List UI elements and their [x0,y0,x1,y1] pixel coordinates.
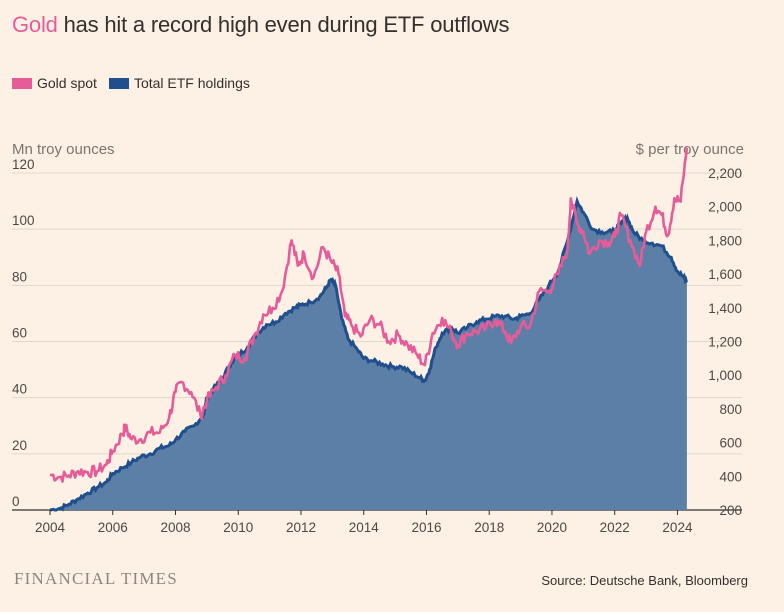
y-right-tick-label: 1,600 [708,267,742,282]
y-right-tick-label: 1,000 [708,368,742,383]
y-left-tick-label: 100 [12,213,35,228]
y-right-tick-label: 200 [719,503,742,518]
x-tick-label: 2010 [223,520,253,535]
y-right-tick-label: 1,800 [708,233,742,248]
y-right-tick-label: 800 [719,402,742,417]
legend-item-gold-spot: Gold spot [12,75,97,91]
x-tick-label: 2006 [98,520,128,535]
y-right-tick-label: 600 [719,436,742,451]
x-tick-label: 2018 [474,520,504,535]
legend-label-gold-spot: Gold spot [37,75,97,91]
legend: Gold spot Total ETF holdings [12,75,250,91]
etf-holdings-line [49,195,689,512]
y-right-axis-label: $ per troy ounce [635,141,744,158]
title-highlight: Gold [12,12,58,37]
legend-item-etf-holdings: Total ETF holdings [108,75,250,91]
source-note: Source: Deutsche Bank, Bloomberg [541,573,748,588]
x-tick-label: 2014 [349,520,380,535]
y-left-tick-label: 20 [12,438,27,453]
x-tick-label: 2016 [411,520,441,535]
x-tick-label: 2020 [537,520,567,535]
chart-canvas: 0 20 40 60 80 100 120 200 400 600 800 1,000 1,200 1,4… [12,147,742,535]
chart-title: Gold has hit a record high even during E… [12,12,509,38]
title-rest: has hit a record high even during ETF ou… [57,12,510,37]
y-left-axis-label: Mn troy ounces [12,141,115,158]
x-tick-label: 2022 [600,520,630,535]
y-left-tick-label: 60 [12,326,27,341]
x-tick-label: 2008 [160,520,190,535]
ft-logo: FINANCIAL TIMES [14,569,178,588]
y-left-tick-label: 40 [12,382,27,397]
y-right-tick-label: 2,200 [708,166,742,181]
etf-holdings-area [50,201,687,510]
y-left-tick-label: 80 [12,269,27,284]
x-tick-label: 2012 [286,520,316,535]
y-right-tick-label: 1,400 [708,301,742,316]
legend-label-etf-holdings: Total ETF holdings [133,75,250,91]
y-right-tick-label: 400 [719,469,742,484]
y-right-tick-label: 1,200 [708,335,742,350]
x-tick-label: 2004 [35,520,66,535]
y-left-tick-label: 120 [12,157,35,172]
gold-spot-line [49,147,689,483]
axis-ticks: 0 20 40 60 80 100 120 200 400 600 800 1,000 1,200 1,4… [12,157,742,535]
y-right-tick-label: 2,000 [708,200,742,215]
legend-swatch-gold-spot [12,77,32,89]
y-left-tick-label: 0 [12,494,20,509]
legend-swatch-etf-holdings [108,77,129,89]
x-tick-label: 2024 [662,520,693,535]
